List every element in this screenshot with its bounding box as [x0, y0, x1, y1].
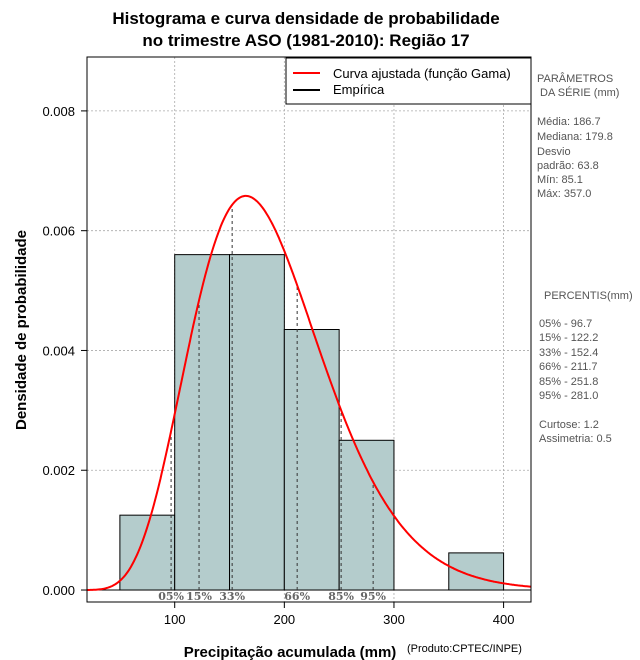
- percentile-label: 85%: [328, 590, 354, 603]
- series-parameters-panel: PARÂMETROS DA SÉRIE (mm) Média: 186.7 Me…: [537, 72, 619, 200]
- percentil-66: 66% - 211.7: [539, 361, 598, 373]
- x-tick-label: 300: [383, 612, 405, 627]
- y-tick-label: 0.004: [42, 343, 75, 358]
- params-title-2: DA SÉRIE (mm): [540, 86, 619, 99]
- legend: Curva ajustada (função Gama) Empírica: [285, 57, 532, 105]
- stat-media: Média: 186.7: [537, 116, 601, 128]
- histogram-bars: [119, 254, 505, 591]
- percentil-85: 85% - 251.8: [539, 376, 598, 388]
- x-axis-label: Precipitação acumulada (mm): [184, 644, 397, 660]
- percentile-markers: 05% 15% 33% 66% 85% 95%: [158, 204, 387, 603]
- percentile-label: 05%: [158, 590, 184, 603]
- percentile-label: 66%: [284, 590, 310, 603]
- y-tick-label: 0.008: [42, 104, 75, 119]
- axis-ticks: 100 200 300 400 0.000 0.002 0.004 0.006 0.008: [42, 104, 514, 627]
- y-tick-label: 0.006: [42, 224, 75, 239]
- percentiles-panel: PERCENTIS(mm) 05% - 96.7 15% - 122.2 33%…: [539, 290, 633, 445]
- histogram-bar: [338, 439, 395, 591]
- histogram-bar: [229, 254, 285, 591]
- x-tick-label: 100: [164, 612, 186, 627]
- chart-title-line1: Histograma e curva densidade de probabil…: [112, 9, 499, 28]
- stat-min: Mín: 85.1: [537, 174, 583, 186]
- plot-frame: [86, 56, 532, 603]
- histogram-bar: [448, 552, 505, 591]
- percentil-33: 33% - 152.4: [539, 347, 598, 359]
- gamma-fit-curve: [87, 194, 532, 591]
- stat-max: Máx: 357.0: [537, 188, 591, 200]
- y-tick-label: 0.000: [42, 583, 75, 598]
- gamma-curve: [87, 194, 532, 591]
- histogram-bar: [283, 329, 340, 591]
- percentil-95: 95% - 281.0: [539, 390, 598, 402]
- percentile-label: 15%: [186, 590, 212, 603]
- y-tick-label: 0.002: [42, 463, 75, 478]
- params-title-1: PARÂMETROS: [537, 72, 613, 85]
- legend-box: [285, 57, 532, 105]
- legend-empirical-label: Empírica: [333, 82, 385, 97]
- percentil-15: 15% - 122.2: [539, 332, 598, 344]
- histogram-bar: [174, 254, 231, 591]
- x-tick-label: 400: [493, 612, 515, 627]
- curtose: Curtose: 1.2: [539, 419, 599, 431]
- stat-desvio: Desvio: [537, 146, 571, 158]
- percentile-label: 95%: [360, 590, 386, 603]
- y-axis-label: Densidade de probabilidade: [13, 230, 30, 430]
- chart-title-line2: no trimestre ASO (1981-2010): Região 17: [142, 31, 469, 50]
- assimetria: Assimetria: 0.5: [539, 433, 612, 445]
- percentil-05: 05% - 96.7: [539, 318, 592, 330]
- product-credit: (Produto:CPTEC/INPE): [407, 643, 522, 655]
- percentis-title: PERCENTIS(mm): [544, 290, 633, 302]
- stat-padrao: padrão: 63.8: [537, 160, 599, 172]
- x-tick-label: 200: [273, 612, 295, 627]
- percentile-label: 33%: [219, 590, 245, 603]
- legend-fit-label: Curva ajustada (função Gama): [333, 66, 511, 81]
- stat-mediana: Mediana: 179.8: [537, 131, 613, 143]
